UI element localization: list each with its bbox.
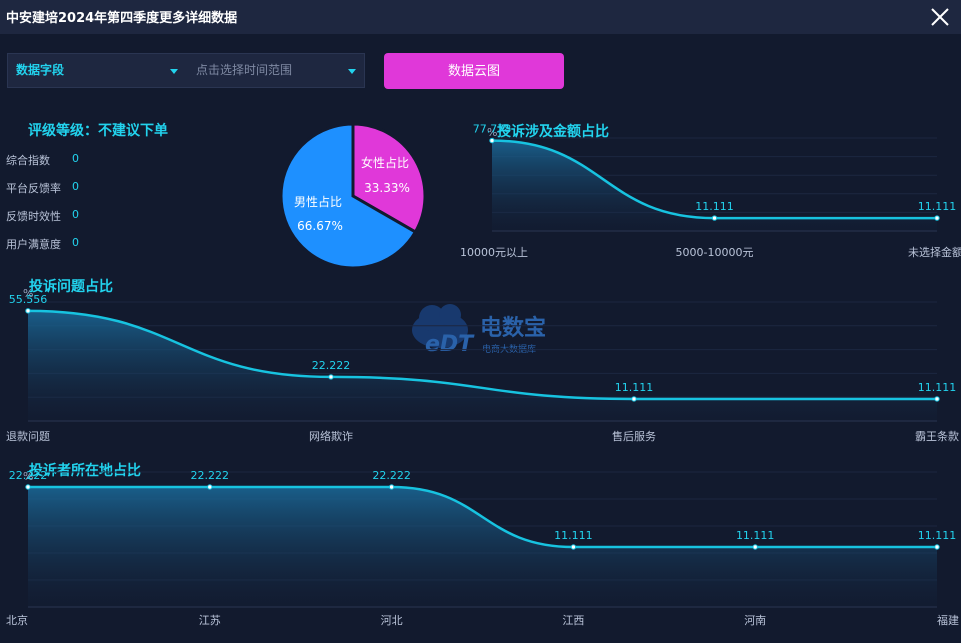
y-unit-label: % [487,126,497,139]
chart-title-region: 投诉者所在地占比 [29,463,141,479]
data-label: 22.222 [312,359,351,372]
metric-row: 综合指数 0 [6,152,79,168]
data-point[interactable] [711,215,718,221]
metric-label: 用户满意度 [6,238,61,251]
x-tick-label: 10000元以上 [460,246,528,259]
x-tick-label: 河北 [381,614,403,627]
x-tick-label: 退款问题 [6,429,50,443]
metric-value: 0 [72,236,79,249]
time-range-placeholder: 点击选择时间范围 [196,63,293,77]
series-line [491,139,937,220]
chart-title-issue: 投诉问题占比 [29,279,113,295]
data-point[interactable] [752,544,758,550]
metric-value: 0 [72,180,79,193]
metric-value: 0 [72,208,79,221]
data-label: 11.111 [736,529,775,542]
data-label: 11.111 [918,200,957,213]
metric-label: 综合指数 [6,154,50,167]
data-label: 22.222 [9,469,48,482]
area-fill [28,487,937,607]
chevron-down-icon [348,69,356,74]
y-unit-label: % [23,287,33,300]
data-label: 11.111 [918,529,957,542]
data-label: 11.111 [695,200,734,213]
x-tick-label: 霸王条款 [915,429,959,443]
series-line [27,309,937,401]
area-fill [492,140,937,231]
metric-value: 0 [72,152,79,165]
metric-label: 平台反馈率 [6,182,61,195]
x-tick-label: 江西 [562,614,584,627]
data-point[interactable] [207,484,213,490]
x-tick-label: 江苏 [199,614,221,627]
title-bar: 中安建培2024年第四季度更多详细数据 [0,0,961,34]
data-point[interactable] [631,396,637,402]
x-tick-label: 售后服务 [612,429,656,443]
series-line [28,485,937,549]
metric-label: 反馈时效性 [6,210,61,223]
x-tick-label: 河南 [744,614,766,627]
y-unit-label: % [23,470,33,483]
data-label: 22.222 [191,469,230,482]
data-point[interactable] [934,544,940,550]
x-tick-label: 未选择金额 [908,245,961,259]
metric-row: 平台反馈率 0 [6,180,79,196]
filter-bar: 数据字段 点击选择时间范围 [7,53,365,88]
data-label: 22.222 [372,469,411,482]
data-point[interactable] [25,308,31,314]
x-tick-label: 5000-10000元 [676,246,754,259]
data-point[interactable] [570,544,577,550]
data-point[interactable] [388,484,395,490]
data-point[interactable] [25,484,31,490]
metric-row: 反馈时效性 0 [6,208,79,224]
x-tick-label: 福建 [937,613,959,627]
chevron-down-icon [170,69,178,74]
data-point[interactable] [934,215,940,221]
time-range-picker[interactable]: 点击选择时间范围 [196,54,356,87]
data-label: 11.111 [918,381,957,394]
field-select-label: 数据字段 [16,63,65,77]
metric-row: 用户满意度 0 [6,236,79,252]
field-select[interactable]: 数据字段 [16,54,186,87]
data-label: 11.111 [615,381,654,394]
data-point[interactable] [934,396,940,402]
data-label: 77.778 [473,123,512,136]
x-tick-label: 北京 [6,613,28,627]
data-point[interactable] [489,137,495,144]
data-label: 11.111 [554,529,593,542]
area-fill [28,310,937,421]
chart-title-amount: 投诉涉及金额占比 [497,124,609,140]
rating-title: 评级等级：不建议下单 [28,123,168,139]
data-cloud-button[interactable]: 数据云图 [384,53,564,89]
window-title: 中安建培2024年第四季度更多详细数据 [6,11,238,26]
data-point[interactable] [328,374,334,380]
data-label: 55.556 [9,293,48,306]
close-icon[interactable] [929,6,951,28]
x-tick-label: 网络欺诈 [309,429,353,443]
